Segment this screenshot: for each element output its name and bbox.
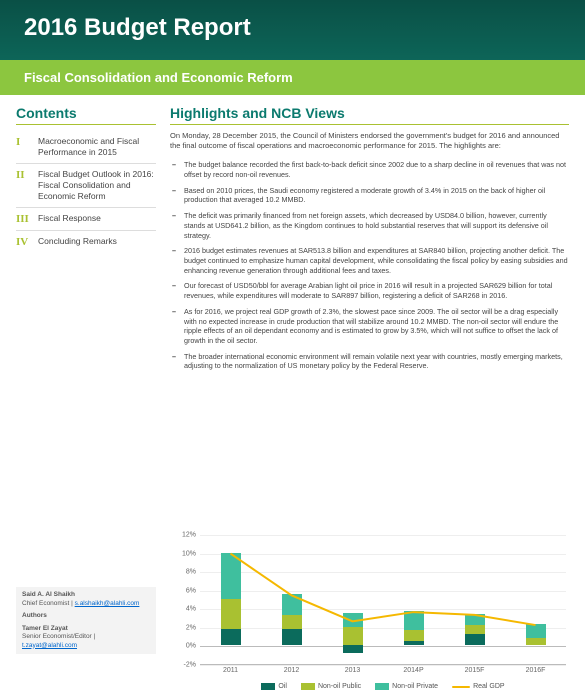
toc-text: Fiscal Budget Outlook in 2016: Fiscal Co… (38, 169, 156, 202)
page: 2016 Budget Report Fiscal Consolidation … (0, 0, 585, 700)
bar-segment (404, 641, 424, 646)
x-tick-label: 2016F (518, 667, 554, 674)
bar-group (274, 534, 310, 664)
report-subtitle: Fiscal Consolidation and Economic Reform (24, 70, 561, 85)
author-role: Chief Economist | (22, 600, 75, 607)
bar-segment (282, 594, 302, 614)
toc-item: IV Concluding Remarks (16, 231, 156, 253)
author-email-link[interactable]: s.alshaikh@alahli.com (75, 600, 140, 607)
bar-segment (465, 625, 485, 634)
legend-label: Real GDP (473, 683, 505, 690)
bullet-item: 2016 budget estimates revenues at SAR513… (170, 243, 569, 278)
author-role: Senior Economist/Editor | (22, 633, 95, 640)
bullet-item: The broader international economic envir… (170, 349, 569, 374)
body-wrap: Contents I Macroeconomic and Fiscal Perf… (0, 95, 585, 378)
legend-label: Non-oil Public (318, 683, 361, 690)
contents-heading: Contents (16, 105, 156, 125)
author-name: Tamer El Zayat (22, 625, 150, 633)
bar-segment (526, 624, 546, 638)
report-title: 2016 Budget Report (24, 14, 561, 42)
bullet-item: As for 2016, we project real GDP growth … (170, 304, 569, 349)
bar-segment (526, 638, 546, 645)
toc-text: Fiscal Response (38, 213, 101, 225)
author-name: Said A. Al Shaikh (22, 591, 150, 599)
header-dark: 2016 Budget Report (0, 0, 585, 60)
authors-box: Said A. Al Shaikh Chief Economist | s.al… (16, 587, 156, 654)
toc-num: III (16, 213, 30, 225)
sidebar: Contents I Macroeconomic and Fiscal Perf… (16, 105, 156, 374)
author-email-link[interactable]: t.zayat@alahli.com (22, 642, 77, 649)
x-axis: 2011 2012 2013 2014P 2015F 2016F (200, 667, 566, 679)
y-tick-label: 4% (186, 606, 196, 613)
toc-num: II (16, 169, 30, 202)
legend-line (452, 686, 470, 688)
legend-item-nonoil-public: Non-oil Public (301, 683, 361, 690)
intro-paragraph: On Monday, 28 December 2015, the Council… (170, 131, 569, 151)
legend-label: Oil (278, 683, 287, 690)
main-content: Highlights and NCB Views On Monday, 28 D… (170, 105, 569, 374)
bar-segment (221, 629, 241, 646)
legend-item-nonoil-private: Non-oil Private (375, 683, 438, 690)
gdp-chart: -2%0%2%4%6%8%10%12% 2011201220132014P201… (170, 535, 570, 690)
legend-label: Non-oil Private (392, 683, 438, 690)
bar-segment (343, 613, 363, 627)
legend-item-oil: Oil (261, 683, 287, 690)
x-tick-label: 2011 (213, 667, 249, 674)
x-tick-label: 2015F (457, 667, 493, 674)
toc-item: III Fiscal Response (16, 208, 156, 231)
bar-segment (343, 627, 363, 646)
y-tick-label: 12% (182, 532, 196, 539)
bar-segment (465, 634, 485, 645)
toc-item: I Macroeconomic and Fiscal Performance i… (16, 131, 156, 164)
bar-group (396, 534, 432, 664)
y-tick-label: 8% (186, 569, 196, 576)
x-tick-label: 2014P (396, 667, 432, 674)
legend-swatch (301, 683, 315, 690)
bar-segment (404, 630, 424, 641)
legend-swatch (375, 683, 389, 690)
bar-segment (404, 611, 424, 630)
header-green: Fiscal Consolidation and Economic Reform (0, 60, 585, 95)
toc-num: I (16, 136, 30, 158)
x-tick-label: 2013 (335, 667, 371, 674)
bar-group (518, 534, 554, 664)
y-tick-label: -2% (184, 662, 196, 669)
bar-segment (465, 614, 485, 625)
bullet-item: The deficit was primarily financed from … (170, 208, 569, 243)
bullet-item: The budget balance recorded the first ba… (170, 157, 569, 182)
legend-item-real-gdp: Real GDP (452, 683, 505, 690)
bar-group (213, 534, 249, 664)
bullet-item: Our forecast of USD50/bbl for average Ar… (170, 278, 569, 303)
bar-segment (221, 553, 241, 599)
y-axis: -2%0%2%4%6%8%10%12% (170, 535, 198, 665)
toc-text: Macroeconomic and Fiscal Performance in … (38, 136, 156, 158)
bullet-item: Based on 2010 prices, the Saudi economy … (170, 183, 569, 208)
bar-segment (282, 629, 302, 646)
authors-label: Authors (22, 612, 150, 620)
bar-segment (282, 615, 302, 629)
y-tick-label: 10% (182, 550, 196, 557)
toc-item: II Fiscal Budget Outlook in 2016: Fiscal… (16, 164, 156, 208)
bar-segment (343, 645, 363, 652)
y-tick-label: 2% (186, 624, 196, 631)
x-tick-label: 2012 (274, 667, 310, 674)
highlights-list: The budget balance recorded the first ba… (170, 157, 569, 374)
toc-text: Concluding Remarks (38, 236, 117, 248)
bar-group (457, 534, 493, 664)
bar-group (335, 534, 371, 664)
chart-inner: -2%0%2%4%6%8%10%12% 2011201220132014P201… (170, 535, 570, 690)
bar-segment (221, 599, 241, 629)
legend-swatch (261, 683, 275, 690)
y-tick-label: 0% (186, 643, 196, 650)
plot-area (200, 535, 566, 665)
toc-num: IV (16, 236, 30, 248)
y-tick-label: 6% (186, 587, 196, 594)
section-title: Highlights and NCB Views (170, 105, 569, 125)
chart-legend: Oil Non-oil Public Non-oil Private Real … (200, 683, 566, 690)
